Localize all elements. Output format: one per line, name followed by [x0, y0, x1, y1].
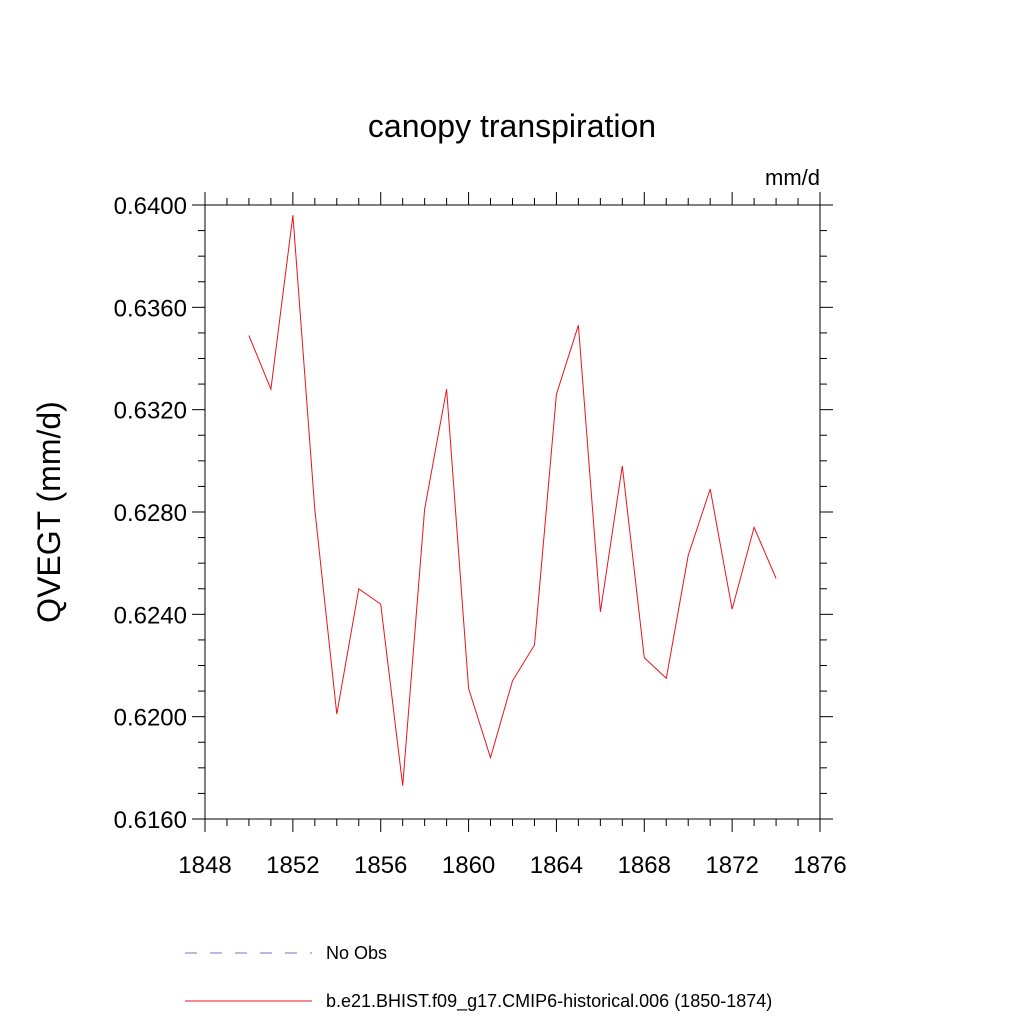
- x-tick-label: 1860: [442, 852, 495, 879]
- legend-entry: No Obs: [326, 943, 387, 963]
- x-tick-label: 1848: [178, 852, 231, 879]
- x-tick-label: 1864: [530, 852, 583, 879]
- x-tick-label: 1876: [793, 852, 846, 879]
- y-tick-label: 0.6200: [114, 705, 187, 732]
- y-tick-label: 0.6360: [114, 295, 187, 322]
- y-tick-label: 0.6160: [114, 807, 187, 834]
- y-axis-label: QVEGT (mm/d): [31, 401, 67, 623]
- units-label: mm/d: [765, 165, 820, 190]
- axis-tick-labels: 1848 1852 1856 1860 1864 1868 1872 1876 0.6160 0.…: [114, 193, 847, 879]
- y-tick-label: 0.6320: [114, 398, 187, 425]
- y-tick-label: 0.6400: [114, 193, 187, 220]
- y-tick-label: 0.6280: [114, 500, 187, 527]
- x-tick-label: 1872: [705, 852, 758, 879]
- series-line: [248, 215, 777, 786]
- y-tick-label: 0.6240: [114, 602, 187, 629]
- series-layer: [248, 215, 777, 786]
- chart-title: canopy transpiration: [368, 108, 656, 144]
- x-tick-label: 1856: [354, 852, 407, 879]
- plot-frame: [204, 204, 821, 820]
- x-tick-label: 1868: [618, 852, 671, 879]
- axis-ticks: [192, 192, 833, 832]
- legend: No Obs b.e21.BHIST.f09_g17.CMIP6-historic…: [185, 943, 772, 1012]
- x-tick-label: 1852: [266, 852, 319, 879]
- legend-entry: b.e21.BHIST.f09_g17.CMIP6-historical.006…: [326, 991, 772, 1012]
